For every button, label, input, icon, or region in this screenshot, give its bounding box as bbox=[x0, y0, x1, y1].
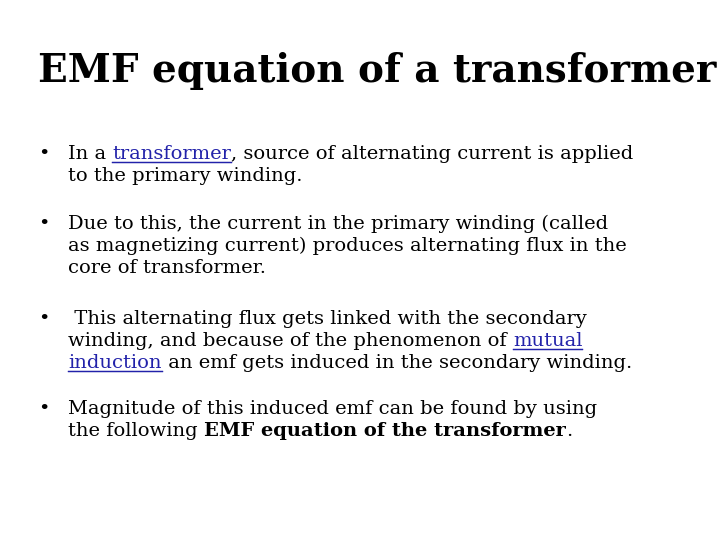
Text: Magnitude of this induced emf can be found by using: Magnitude of this induced emf can be fou… bbox=[68, 400, 597, 418]
Text: •: • bbox=[38, 215, 50, 233]
Text: the following: the following bbox=[68, 422, 204, 440]
Text: EMF equation of the transformer: EMF equation of the transformer bbox=[204, 422, 566, 440]
Text: winding, and because of the phenomenon of: winding, and because of the phenomenon o… bbox=[68, 332, 513, 350]
Text: transformer: transformer bbox=[112, 145, 231, 163]
Text: •: • bbox=[38, 310, 50, 328]
Text: to the primary winding.: to the primary winding. bbox=[68, 167, 302, 185]
Text: an emf gets induced in the secondary winding.: an emf gets induced in the secondary win… bbox=[161, 354, 631, 372]
Text: EMF equation of a transformer: EMF equation of a transformer bbox=[38, 52, 716, 90]
Text: .: . bbox=[566, 422, 572, 440]
Text: as magnetizing current) produces alternating flux in the: as magnetizing current) produces alterna… bbox=[68, 237, 626, 255]
Text: , source of alternating current is applied: , source of alternating current is appli… bbox=[231, 145, 634, 163]
Text: induction: induction bbox=[68, 354, 161, 372]
Text: •: • bbox=[38, 145, 50, 163]
Text: mutual: mutual bbox=[513, 332, 582, 350]
Text: •: • bbox=[38, 400, 50, 418]
Text: In a: In a bbox=[68, 145, 112, 163]
Text: This alternating flux gets linked with the secondary: This alternating flux gets linked with t… bbox=[68, 310, 587, 328]
Text: Due to this, the current in the primary winding (called: Due to this, the current in the primary … bbox=[68, 215, 608, 233]
Text: core of transformer.: core of transformer. bbox=[68, 259, 266, 277]
